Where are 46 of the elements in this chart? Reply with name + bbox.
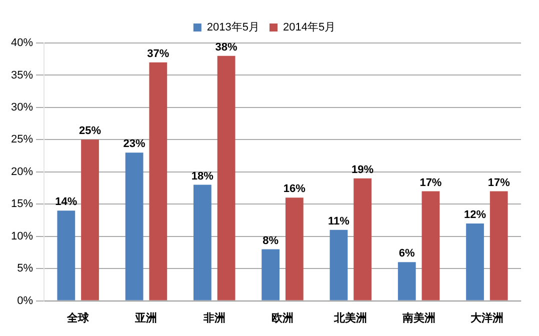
data-label: 25% [78, 125, 102, 138]
bar [57, 210, 76, 300]
y-tick-label: 35% [10, 69, 34, 82]
data-label: 8% [262, 234, 279, 247]
data-label: 17% [420, 176, 442, 189]
legend-label: 2013年5月 [206, 22, 260, 34]
y-tick-label: 40% [10, 37, 34, 50]
data-label: 38% [215, 41, 238, 54]
bar [398, 262, 416, 300]
bar [330, 230, 348, 300]
bar [81, 140, 99, 300]
y-tick-label: 0% [17, 294, 34, 307]
bar [285, 198, 304, 300]
y-tick-label: 25% [10, 134, 34, 146]
y-tick-label: 15% [10, 198, 34, 210]
data-label: 19% [352, 164, 374, 176]
y-tick-label: 30% [10, 101, 34, 114]
x-tick-label: 亚洲 [134, 311, 158, 324]
x-tick-label: 南美洲 [401, 311, 436, 324]
data-label: 6% [398, 248, 416, 260]
bar [354, 178, 372, 300]
data-label: 23% [123, 138, 146, 150]
x-tick-label: 非洲 [202, 311, 226, 324]
x-tick-label: 北美洲 [333, 311, 368, 324]
data-label: 17% [488, 176, 510, 189]
y-tick-label: 10% [10, 230, 34, 242]
data-label: 14% [55, 196, 78, 208]
bar [217, 56, 236, 300]
data-label: 16% [283, 183, 306, 196]
data-label: 11% [328, 215, 350, 228]
bar [194, 184, 212, 300]
bar [466, 223, 484, 300]
bar [125, 152, 144, 300]
y-tick-label: 5% [17, 262, 34, 275]
bar [262, 249, 280, 300]
x-tick-label: 欧洲 [272, 311, 294, 324]
x-tick-label: 大洋洲 [470, 311, 504, 324]
data-label: 18% [191, 170, 214, 182]
data-label: 12% [464, 208, 486, 221]
bar [490, 191, 508, 300]
x-tick-label: 全球 [66, 311, 90, 324]
data-label: 37% [147, 48, 170, 60]
bar [149, 62, 168, 300]
y-tick-label: 20% [10, 166, 34, 178]
legend-label: 2014年5月 [283, 22, 336, 34]
bar [422, 191, 440, 300]
